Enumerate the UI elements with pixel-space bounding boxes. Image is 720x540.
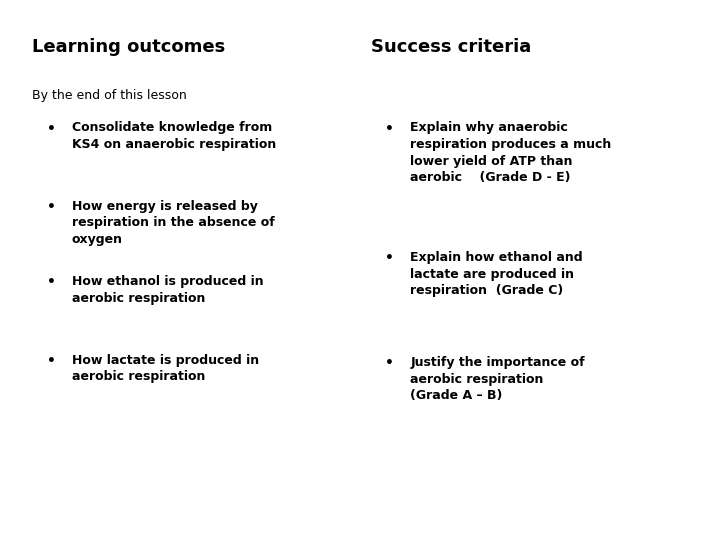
Text: Learning outcomes: Learning outcomes: [32, 38, 225, 56]
Text: •: •: [385, 251, 394, 265]
Text: How lactate is produced in
aerobic respiration: How lactate is produced in aerobic respi…: [72, 354, 259, 383]
Text: •: •: [47, 354, 55, 368]
Text: •: •: [385, 356, 394, 370]
Text: •: •: [47, 200, 55, 214]
Text: Success criteria: Success criteria: [371, 38, 531, 56]
Text: How ethanol is produced in
aerobic respiration: How ethanol is produced in aerobic respi…: [72, 275, 264, 305]
Text: Explain how ethanol and
lactate are produced in
respiration  (Grade C): Explain how ethanol and lactate are prod…: [410, 251, 583, 297]
Text: •: •: [47, 122, 55, 136]
Text: Justify the importance of
aerobic respiration
(Grade A – B): Justify the importance of aerobic respir…: [410, 356, 585, 402]
Text: How energy is released by
respiration in the absence of
oxygen: How energy is released by respiration in…: [72, 200, 275, 246]
Text: Consolidate knowledge from
KS4 on anaerobic respiration: Consolidate knowledge from KS4 on anaero…: [72, 122, 276, 151]
Text: •: •: [47, 275, 55, 289]
Text: •: •: [385, 122, 394, 136]
Text: Explain why anaerobic
respiration produces a much
lower yield of ATP than
aerobi: Explain why anaerobic respiration produc…: [410, 122, 612, 184]
Text: By the end of this lesson: By the end of this lesson: [32, 89, 187, 102]
